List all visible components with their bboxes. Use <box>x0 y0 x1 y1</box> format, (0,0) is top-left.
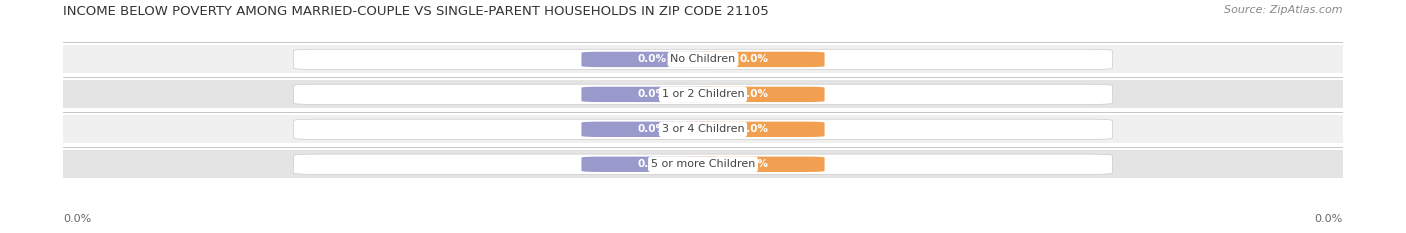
Bar <box>63 45 1343 73</box>
FancyBboxPatch shape <box>294 49 1112 69</box>
Text: 0.0%: 0.0% <box>740 55 769 64</box>
Bar <box>63 80 1343 108</box>
Text: 0.0%: 0.0% <box>1315 214 1343 224</box>
FancyBboxPatch shape <box>294 84 1112 105</box>
FancyBboxPatch shape <box>683 157 824 172</box>
Text: 0.0%: 0.0% <box>637 89 666 99</box>
Text: INCOME BELOW POVERTY AMONG MARRIED-COUPLE VS SINGLE-PARENT HOUSEHOLDS IN ZIP COD: INCOME BELOW POVERTY AMONG MARRIED-COUPL… <box>63 5 769 18</box>
FancyBboxPatch shape <box>683 87 824 102</box>
FancyBboxPatch shape <box>683 122 824 137</box>
Text: 0.0%: 0.0% <box>637 159 666 169</box>
Text: 0.0%: 0.0% <box>740 159 769 169</box>
Text: 0.0%: 0.0% <box>637 55 666 64</box>
FancyBboxPatch shape <box>582 87 723 102</box>
Text: No Children: No Children <box>671 55 735 64</box>
Text: Source: ZipAtlas.com: Source: ZipAtlas.com <box>1225 5 1343 15</box>
Text: 0.0%: 0.0% <box>637 124 666 134</box>
Text: 5 or more Children: 5 or more Children <box>651 159 755 169</box>
FancyBboxPatch shape <box>683 52 824 67</box>
Text: 0.0%: 0.0% <box>63 214 91 224</box>
Bar <box>63 115 1343 143</box>
FancyBboxPatch shape <box>294 119 1112 139</box>
FancyBboxPatch shape <box>582 52 723 67</box>
Text: 0.0%: 0.0% <box>740 124 769 134</box>
FancyBboxPatch shape <box>582 157 723 172</box>
FancyBboxPatch shape <box>294 154 1112 174</box>
FancyBboxPatch shape <box>582 122 723 137</box>
Text: 3 or 4 Children: 3 or 4 Children <box>662 124 744 134</box>
Text: 0.0%: 0.0% <box>740 89 769 99</box>
Text: 1 or 2 Children: 1 or 2 Children <box>662 89 744 99</box>
Bar <box>63 150 1343 178</box>
